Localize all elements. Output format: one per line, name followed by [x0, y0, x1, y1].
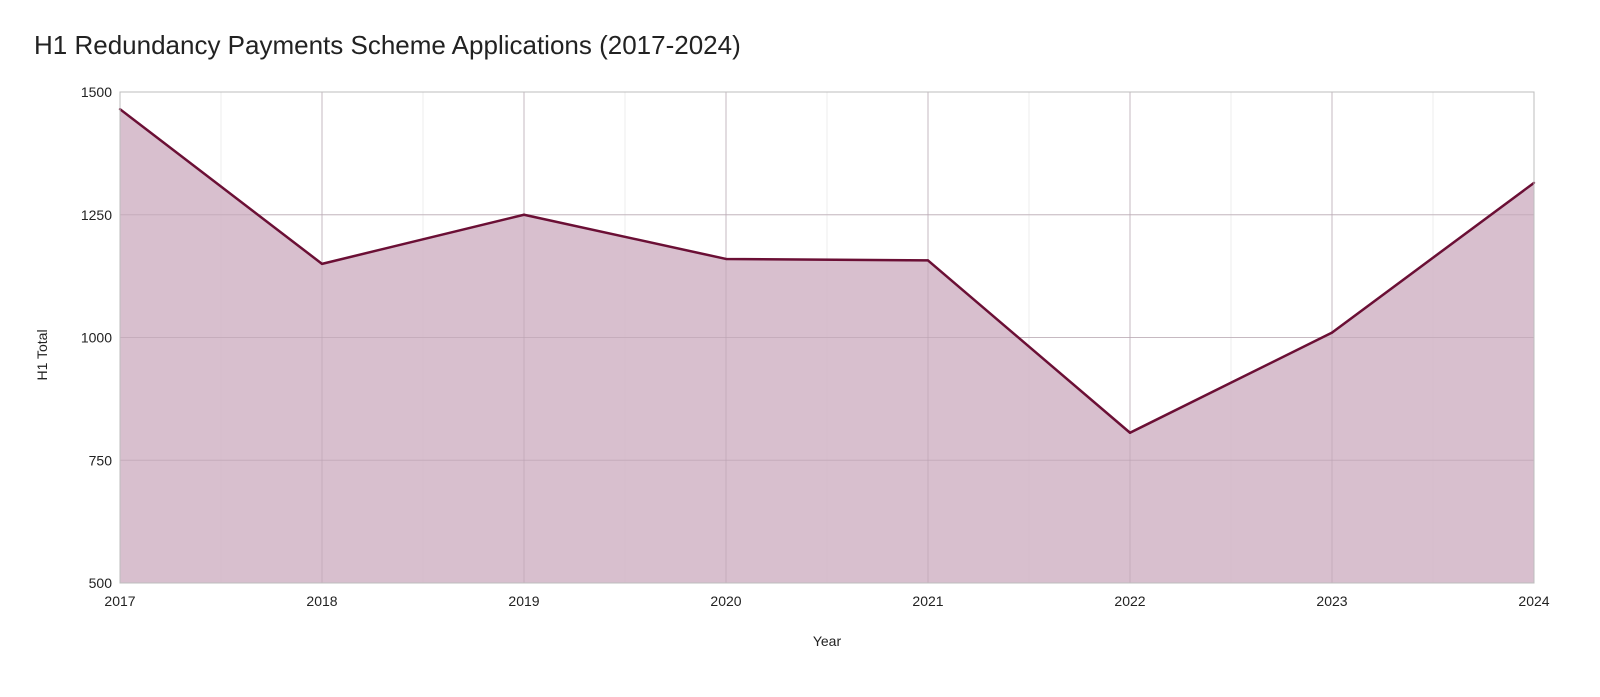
y-axis-label: H1 Total [34, 329, 50, 380]
x-tick-label: 2019 [508, 593, 539, 609]
x-axis-label: Year [813, 633, 842, 649]
plot-frame [119, 91, 1535, 584]
data-point [724, 257, 728, 261]
x-tick-label: 2022 [1114, 593, 1145, 609]
y-tick-label: 1000 [81, 330, 112, 346]
data-point [1330, 331, 1334, 334]
data-point [1128, 431, 1132, 434]
line-layer [118, 107, 1536, 435]
x-tick-label: 2023 [1316, 593, 1347, 609]
y-tick-label: 1500 [81, 84, 112, 100]
x-tick-label: 2017 [104, 593, 135, 609]
axis-layer: 500 750 1000 1250 1500 2017 2018 2019 2020 2021 20… [81, 84, 1550, 609]
x-tick-label: 2024 [1518, 593, 1549, 609]
series-line [119, 108, 1535, 435]
data-point [926, 259, 930, 262]
y-tick-label: 500 [89, 575, 113, 591]
x-tick-label: 2020 [710, 593, 741, 609]
y-tick-label: 1250 [81, 207, 112, 223]
y-tick-label: 750 [89, 452, 113, 468]
data-point [522, 213, 526, 216]
x-tick-label: 2018 [306, 593, 337, 609]
data-point [320, 262, 324, 266]
x-tick-label: 2021 [912, 593, 943, 609]
chart-title: H1 Redundancy Payments Scheme Applicatio… [34, 30, 741, 60]
